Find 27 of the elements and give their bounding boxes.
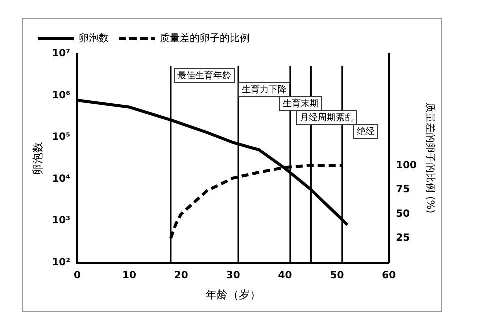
x-tick-label: 50 [330, 270, 344, 282]
annotation: 绝经 [356, 126, 375, 138]
y2-axis-title: 质量差的卵子的比例 (%) [424, 103, 436, 214]
legend-label: 质量差的卵子的比例 [160, 32, 250, 45]
y-axis-title: 卵泡数 [31, 142, 44, 175]
annotation: 最佳生育年龄 [178, 70, 232, 82]
x-tick-label: 0 [74, 270, 82, 282]
x-axis-title: 年龄（岁） [206, 288, 261, 302]
y2-tick-label: 50 [396, 208, 410, 220]
annotation: 生育末期 [282, 98, 319, 110]
annotation: 生育力下降 [242, 84, 287, 96]
y-tick-label: 10⁶ [52, 90, 70, 102]
x-tick-label: 60 [382, 270, 396, 282]
y2-tick-label: 25 [396, 233, 410, 244]
y-tick-label: 10⁵ [52, 132, 70, 144]
y2-tick-label: 75 [396, 184, 410, 196]
y2-tick-label: 100 [396, 160, 418, 172]
y-tick-label: 10³ [52, 216, 70, 227]
x-tick-label: 40 [278, 270, 292, 282]
x-tick-label: 30 [226, 270, 240, 282]
legend-label: 卵泡数 [79, 32, 109, 45]
y-tick-label: 10² [52, 257, 70, 268]
x-tick-label: 10 [122, 270, 136, 282]
y-tick-label: 10⁴ [52, 174, 70, 185]
annotation: 月经周期紊乱 [300, 112, 354, 124]
y-tick-label: 10⁷ [52, 48, 70, 60]
x-tick-label: 20 [174, 270, 188, 282]
